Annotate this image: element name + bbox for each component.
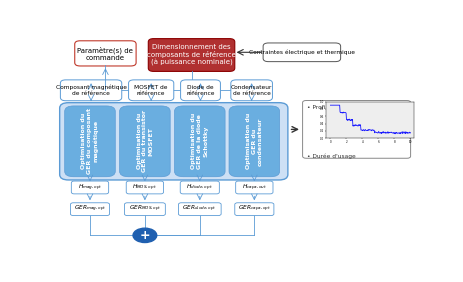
Text: Optimisation du
GER du
condensateur: Optimisation du GER du condensateur: [246, 113, 263, 169]
Text: Dimensionnement des
composants de référence
(à puissance nominale): Dimensionnement des composants de référe…: [147, 44, 236, 66]
Text: $GER_{mag,opt}$: $GER_{mag,opt}$: [74, 204, 106, 214]
Text: $GER_{capa,opt}$: $GER_{capa,opt}$: [238, 204, 271, 214]
Text: $H_{MOS,opt}$: $H_{MOS,opt}$: [132, 182, 157, 193]
FancyBboxPatch shape: [126, 181, 163, 194]
Text: Diode de
référence: Diode de référence: [186, 85, 215, 96]
FancyBboxPatch shape: [71, 181, 109, 194]
Text: Optimisation du
GER du transistor
MOSFET: Optimisation du GER du transistor MOSFET: [137, 110, 153, 172]
FancyBboxPatch shape: [231, 80, 272, 101]
FancyBboxPatch shape: [125, 203, 165, 215]
FancyBboxPatch shape: [263, 43, 341, 62]
Text: Condensateur
de référence: Condensateur de référence: [231, 85, 272, 96]
Text: • Durée d'usage: • Durée d'usage: [307, 153, 356, 159]
Text: Optimisation du
GER du composant
magnétique: Optimisation du GER du composant magnéti…: [81, 108, 99, 174]
FancyBboxPatch shape: [129, 80, 174, 101]
Text: $H_{mag,opt}$: $H_{mag,opt}$: [78, 182, 102, 193]
FancyBboxPatch shape: [70, 203, 110, 215]
Text: Optimisation du
GER de la diode
Schottky: Optimisation du GER de la diode Schottky: [192, 113, 208, 169]
FancyBboxPatch shape: [148, 39, 235, 71]
Text: $GER_{MOS,opt}$: $GER_{MOS,opt}$: [129, 204, 161, 214]
Text: +: +: [139, 229, 150, 242]
Circle shape: [133, 228, 157, 243]
FancyBboxPatch shape: [229, 106, 280, 177]
FancyBboxPatch shape: [75, 41, 136, 66]
FancyBboxPatch shape: [236, 181, 273, 194]
Text: $GER_{diode,opt}$: $GER_{diode,opt}$: [182, 204, 217, 214]
Text: Contraintes électrique et thermique: Contraintes électrique et thermique: [249, 50, 355, 55]
FancyBboxPatch shape: [60, 103, 288, 180]
Text: Composant magnétique
de référence: Composant magnétique de référence: [56, 85, 126, 96]
Text: MOSFET de
référence: MOSFET de référence: [134, 85, 168, 96]
Text: $H_{diode,opt}$: $H_{diode,opt}$: [187, 182, 213, 193]
Text: $H_{capa,out}$: $H_{capa,out}$: [242, 182, 267, 193]
FancyBboxPatch shape: [175, 106, 225, 177]
Text: • Profil de consommation: • Profil de consommation: [307, 105, 382, 111]
FancyBboxPatch shape: [178, 203, 221, 215]
FancyBboxPatch shape: [235, 203, 274, 215]
FancyBboxPatch shape: [119, 106, 170, 177]
FancyBboxPatch shape: [60, 80, 122, 101]
FancyBboxPatch shape: [180, 181, 219, 194]
FancyBboxPatch shape: [65, 106, 115, 177]
FancyBboxPatch shape: [181, 80, 220, 101]
FancyBboxPatch shape: [303, 100, 411, 158]
Text: Paramètre(s) de
commande: Paramètre(s) de commande: [77, 46, 133, 61]
